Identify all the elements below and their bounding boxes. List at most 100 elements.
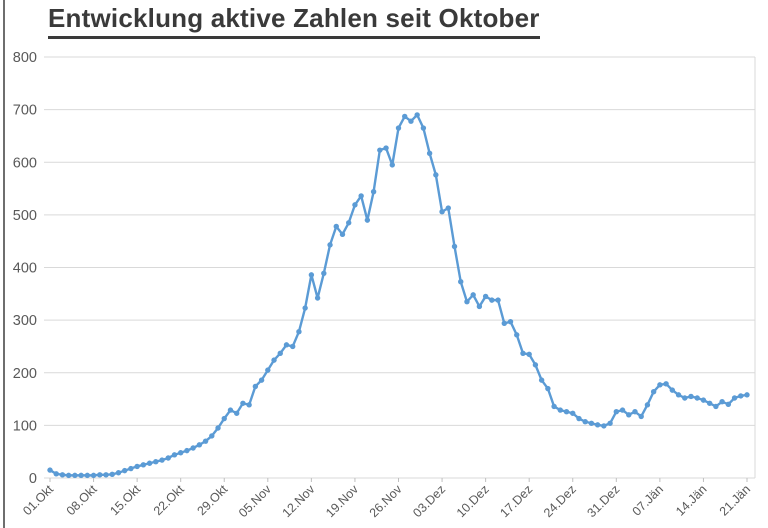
data-point — [451, 243, 458, 250]
data-point — [265, 367, 271, 373]
x-axis-label: 07.Jän — [630, 482, 666, 518]
data-point — [657, 382, 663, 388]
data-point — [283, 342, 290, 348]
y-axis-label: 800 — [13, 50, 37, 66]
data-point — [84, 472, 91, 479]
data-point — [296, 329, 302, 335]
data-point — [663, 381, 669, 387]
x-axis-label: 03.Dez — [410, 482, 448, 520]
data-point — [339, 231, 346, 238]
data-point — [146, 460, 153, 466]
y-axis-label: 0 — [29, 471, 37, 487]
data-point — [171, 452, 178, 458]
data-point — [607, 420, 613, 426]
y-axis-label: 400 — [13, 261, 37, 277]
data-point — [532, 362, 539, 368]
chart-title-text: Entwicklung aktive Zahlen seit Oktober — [48, 3, 540, 39]
data-point — [594, 422, 601, 428]
data-point — [358, 193, 364, 199]
data-point — [464, 299, 470, 305]
data-point — [72, 472, 78, 479]
data-point — [302, 305, 308, 311]
x-axis-label: 31.Dez — [585, 482, 623, 520]
data-point — [240, 400, 246, 406]
data-point — [644, 402, 651, 408]
data-point — [563, 408, 570, 415]
data-point — [545, 385, 551, 392]
data-point — [638, 413, 644, 420]
x-axis-label: 01.Okt — [20, 482, 56, 518]
data-point — [109, 471, 115, 478]
data-point — [377, 147, 383, 153]
x-axis-label: 15.Okt — [107, 482, 143, 518]
data-point — [482, 293, 489, 300]
data-point — [706, 400, 713, 406]
chart-title: Entwicklung aktive Zahlen seit Oktober — [48, 3, 540, 39]
data-point — [514, 332, 520, 338]
data-point — [725, 401, 732, 408]
data-point — [333, 223, 339, 230]
data-point — [470, 292, 476, 298]
data-point — [445, 205, 451, 211]
data-point — [675, 392, 682, 398]
data-point — [700, 397, 707, 403]
data-point — [613, 408, 620, 415]
data-point — [557, 407, 563, 413]
data-point — [308, 272, 315, 278]
data-point — [47, 467, 53, 473]
data-point — [128, 465, 134, 472]
data-point — [688, 393, 694, 400]
data-point — [408, 118, 414, 124]
data-point — [346, 220, 352, 226]
data-point — [352, 202, 358, 208]
data-point — [538, 377, 545, 383]
data-point — [414, 112, 420, 118]
data-point — [134, 463, 140, 470]
data-point — [526, 351, 532, 358]
data-point — [619, 407, 626, 413]
data-point — [78, 472, 84, 479]
data-point — [520, 350, 526, 356]
data-point — [234, 410, 240, 416]
data-point — [97, 472, 103, 478]
x-axis-label: 14.Jän — [673, 482, 709, 518]
data-point — [103, 472, 109, 478]
data-point — [246, 402, 252, 408]
data-point — [364, 217, 371, 223]
data-point — [426, 150, 433, 156]
y-axis-label: 200 — [13, 366, 37, 382]
data-line — [48, 113, 749, 477]
data-point — [65, 472, 72, 479]
data-point — [202, 438, 209, 444]
data-point — [90, 472, 97, 479]
data-point — [196, 442, 203, 448]
data-point — [215, 425, 221, 431]
data-point — [165, 455, 171, 461]
data-point — [682, 395, 688, 401]
data-point — [601, 423, 607, 429]
data-point — [252, 383, 259, 390]
data-point — [650, 388, 657, 395]
x-axis-label: 10.Dez — [454, 482, 492, 520]
data-point — [277, 350, 283, 356]
x-axis-label: 17.Dez — [497, 482, 535, 520]
x-axis-label: 24.Dez — [541, 482, 579, 520]
data-point — [190, 445, 196, 451]
data-point — [476, 303, 483, 310]
x-axis-label: 29.Okt — [194, 482, 230, 518]
data-point — [209, 433, 215, 439]
data-point — [370, 189, 377, 195]
data-point — [576, 415, 582, 422]
y-axis-label: 500 — [13, 208, 37, 224]
data-point — [327, 242, 333, 248]
data-point — [507, 319, 514, 325]
x-axis-label: 05.Nov — [236, 482, 274, 520]
data-point — [321, 270, 327, 276]
data-point — [694, 395, 700, 401]
data-point — [744, 392, 750, 398]
data-point — [632, 408, 638, 415]
data-point — [402, 113, 408, 120]
data-point — [383, 145, 389, 151]
